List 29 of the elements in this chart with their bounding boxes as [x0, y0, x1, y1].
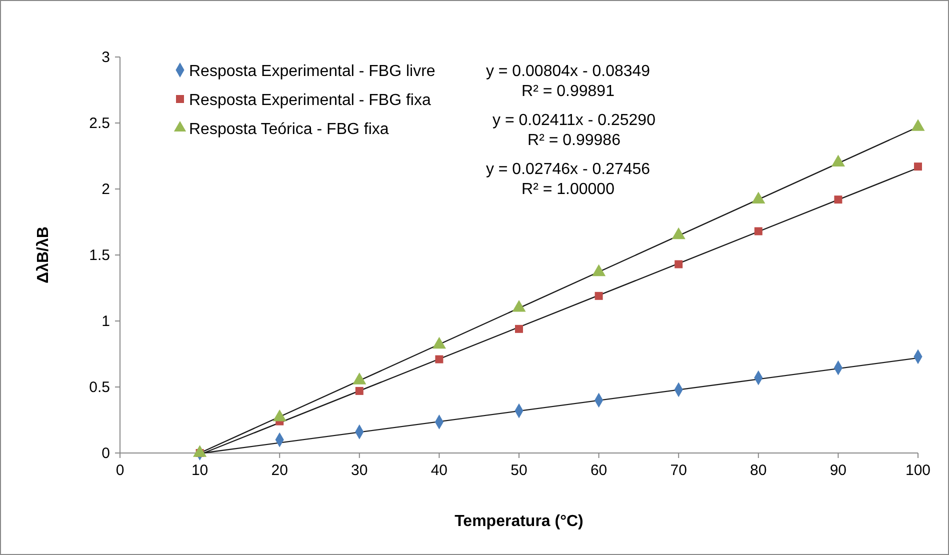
- annotation: y = 0.02411x - 0.25290: [492, 112, 656, 129]
- x-tick-label: 100: [905, 462, 931, 479]
- annotation: y = 0.02746x - 0.27456: [486, 161, 650, 178]
- annotation: R² = 0.99986: [528, 132, 621, 149]
- annotation: R² = 0.99891: [522, 83, 615, 100]
- x-tick-label: 50: [510, 462, 528, 479]
- legend-label: Resposta Teórica - FBG fixa: [189, 121, 389, 138]
- x-axis-title: Temperatura (°C): [454, 513, 584, 530]
- y-tick-label: 0: [102, 445, 110, 462]
- x-tick-label: 20: [271, 462, 288, 479]
- y-tick-label: 1.5: [89, 247, 110, 264]
- y-tick-label: 2.5: [89, 115, 110, 132]
- y-tick-label: 0.5: [89, 379, 110, 396]
- x-tick-label: 30: [351, 462, 368, 479]
- annotation: R² = 1.00000: [522, 181, 615, 198]
- x-tick-label: 10: [191, 462, 208, 479]
- x-tick-label: 40: [430, 462, 448, 479]
- y-tick-label: 1: [102, 313, 110, 330]
- x-tick-label: 90: [830, 462, 847, 479]
- x-tick-label: 0: [116, 462, 124, 479]
- legend-label: Resposta Experimental - FBG fixa: [189, 92, 431, 109]
- y-tick-label: 2: [102, 181, 110, 198]
- annotation: y = 0.00804x - 0.08349: [486, 63, 650, 80]
- y-axis-title: ΔλB/λB: [35, 226, 52, 284]
- y-tick-label: 3: [102, 49, 110, 66]
- x-tick-label: 60: [590, 462, 608, 479]
- x-tick-label: 80: [750, 462, 767, 479]
- legend-label: Resposta Experimental - FBG livre: [189, 63, 436, 80]
- x-tick-label: 70: [670, 462, 687, 479]
